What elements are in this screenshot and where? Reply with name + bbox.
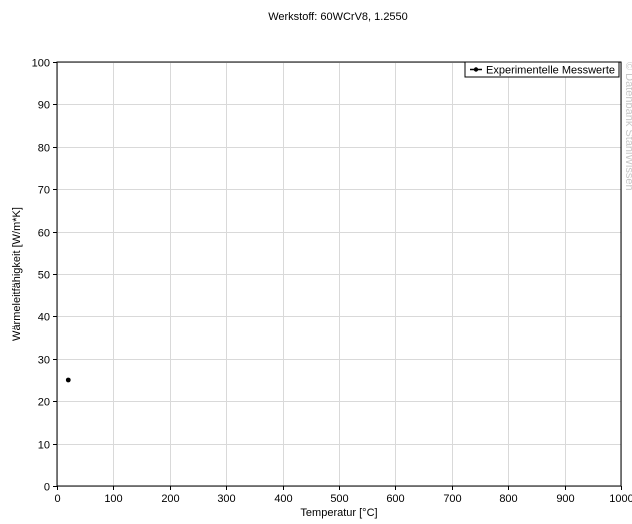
- y-tick-label: 40: [38, 312, 50, 324]
- x-tick-label: 200: [161, 493, 179, 505]
- chart-title: Werkstoff: 60WCrV8, 1.2550: [268, 11, 408, 23]
- y-axis-label: Wärmeleitfähigkeit [W/m*K]: [11, 207, 23, 341]
- x-tick-label: 0: [54, 493, 60, 505]
- legend: Experimentelle Messwerte: [464, 61, 620, 78]
- y-tick-label: 10: [38, 440, 50, 452]
- x-tick-label: 600: [386, 493, 404, 505]
- x-axis-ticks: 0 100 200 300 400 500 600 700 800 900 1000: [54, 486, 632, 505]
- x-tick-label: 1000: [609, 493, 632, 505]
- y-tick-label: 60: [38, 228, 50, 240]
- legend-series-marker: [473, 67, 479, 72]
- legend-series-label: Experimentelle Messwerte: [486, 65, 615, 77]
- y-tick-label: 0: [44, 482, 50, 494]
- x-tick-label: 800: [499, 493, 517, 505]
- x-tick-label: 500: [330, 493, 348, 505]
- y-tick-label: 30: [38, 355, 50, 367]
- x-tick-label: 300: [217, 493, 235, 505]
- y-tick-label: 70: [38, 185, 50, 197]
- y-tick-label: 20: [38, 397, 50, 409]
- legend-box: [464, 61, 620, 78]
- x-axis-label: Temperatur [°C]: [300, 507, 377, 519]
- x-tick-label: 100: [104, 493, 122, 505]
- y-tick-label: 100: [32, 58, 50, 70]
- data-point: [65, 377, 71, 383]
- x-tick-label: 700: [443, 493, 461, 505]
- y-tick-label: 50: [38, 270, 50, 282]
- x-tick-label: 900: [556, 493, 574, 505]
- grid: [57, 62, 622, 487]
- y-tick-label: 90: [38, 100, 50, 112]
- y-axis-ticks: 0 10 20 30 40 50 60 70 80 90 100: [32, 58, 57, 494]
- data-series: [65, 377, 71, 383]
- watermark-text: © Datenbank StahlWissen: [623, 62, 632, 191]
- x-tick-label: 400: [274, 493, 292, 505]
- y-tick-label: 80: [38, 143, 50, 155]
